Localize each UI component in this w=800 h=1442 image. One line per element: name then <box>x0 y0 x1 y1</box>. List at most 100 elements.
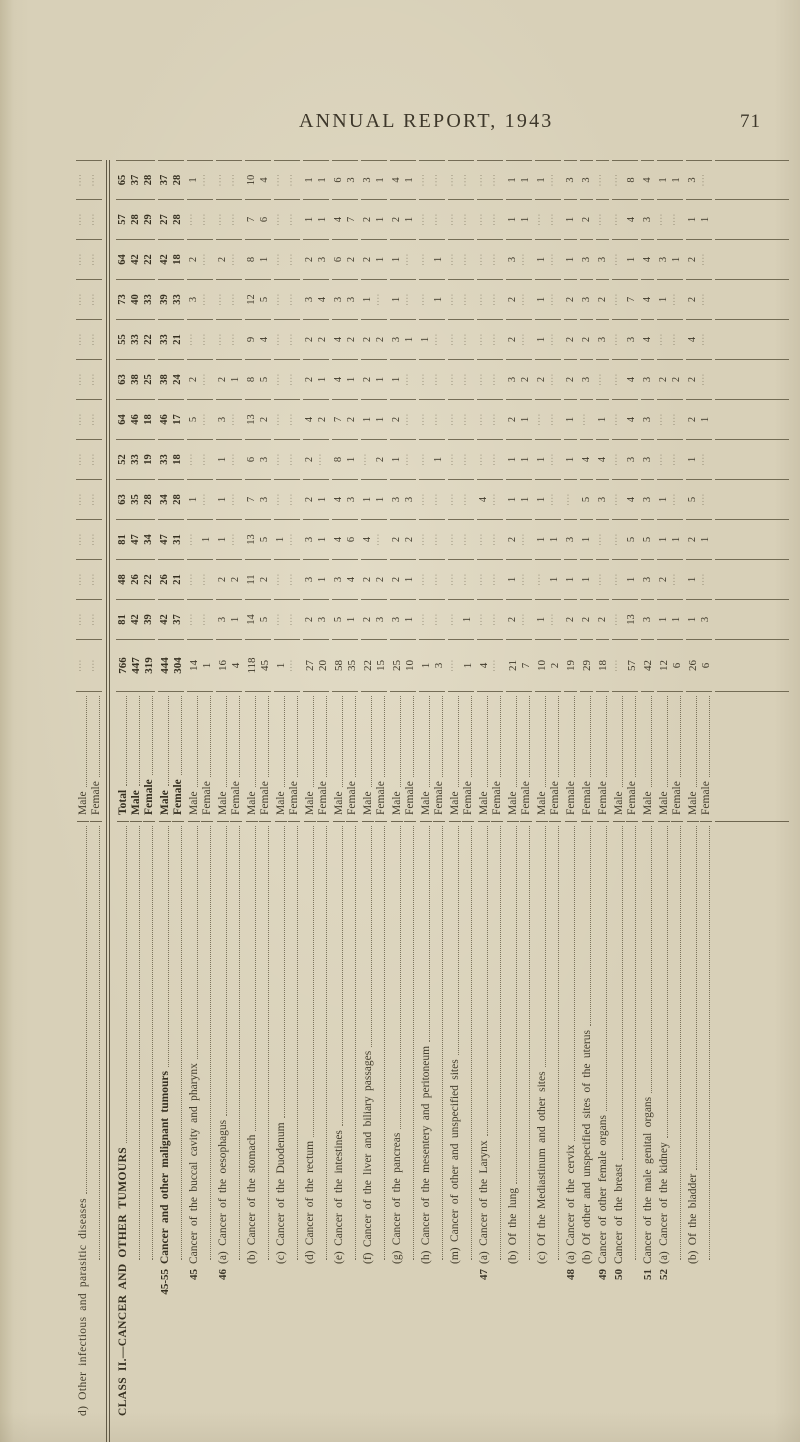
disease-name: (c) Cancer of the Duodenum <box>275 1122 287 1264</box>
disease-name-cell: (e) Cancer of the intestines <box>333 822 345 1442</box>
data-cell: 29 <box>580 640 593 692</box>
data-cell: 1 <box>316 160 329 200</box>
data-cell <box>490 320 503 360</box>
data-cell: 2 <box>580 320 593 360</box>
data-cell <box>670 400 683 440</box>
data-cell: 3 <box>596 320 609 360</box>
data-cell: 46 <box>129 400 142 440</box>
data-cell: 1 <box>699 520 712 560</box>
table-row: Female 35 1 4 6 3 1 2 1 2 3 2 7 3 <box>345 142 358 1442</box>
table-entry: (b) Cancer of the stomach Male 118 14 11 13 7 6… <box>245 142 271 1442</box>
data-cell: 1 <box>506 160 519 200</box>
disease-name-cell <box>210 822 213 1442</box>
data-cell: 1 <box>229 360 242 400</box>
data-cell <box>670 320 683 360</box>
data-cell: 1 <box>564 240 577 280</box>
data-cell: 2 <box>657 360 670 400</box>
dotted-leader <box>197 826 198 1060</box>
sex-label: Female <box>288 781 300 815</box>
page-title: ANNUAL REPORT, 1943 <box>299 110 554 132</box>
sex-label-cell: Female <box>259 692 271 822</box>
dotted-leader <box>429 826 430 1042</box>
data-cell: 8 <box>332 440 345 480</box>
disease-name: (m) Cancer of other and unspecified site… <box>449 1059 461 1264</box>
dotted-leader <box>622 826 623 1161</box>
data-cell: 3 <box>316 240 329 280</box>
data-cell: 1 <box>548 560 561 600</box>
dotted-leader <box>197 696 198 788</box>
data-cell: 1 <box>374 240 387 280</box>
data-cell: 1 <box>461 600 474 640</box>
data-cell <box>612 440 625 480</box>
dotted-leader <box>86 696 87 788</box>
data-cell: 35 <box>129 480 142 520</box>
sex-label-cell: Male <box>642 692 654 822</box>
data-cell: 22 <box>361 640 374 692</box>
dotted-leader <box>606 696 607 778</box>
sex-label: Total <box>117 789 129 815</box>
data-cell <box>548 240 561 280</box>
dotted-leader <box>284 826 285 1119</box>
sex-label-cell: Total <box>117 692 129 822</box>
disease-name-cell <box>442 822 445 1442</box>
data-cell: 13 <box>245 400 258 440</box>
data-cell: 28 <box>129 200 142 240</box>
data-cell <box>548 400 561 440</box>
data-cell <box>432 520 445 560</box>
dotted-leader <box>342 696 343 788</box>
data-cell: 18 <box>171 440 184 480</box>
sex-label-cell: Male <box>613 692 625 822</box>
dotted-leader <box>371 696 372 788</box>
data-cell <box>432 600 445 640</box>
sex-label: Female <box>581 781 593 815</box>
data-cell <box>287 520 300 560</box>
data-cell: 3 <box>303 560 316 600</box>
data-cell <box>287 360 300 400</box>
dotted-leader <box>152 826 153 1260</box>
dotted-leader <box>384 696 385 778</box>
table-row: Female 319 39 22 34 28 19 18 25 22 33 22 29 28 <box>142 142 155 1442</box>
filler-cell <box>715 200 789 240</box>
dotted-leader <box>239 696 240 778</box>
data-cell: 3 <box>374 600 387 640</box>
sex-label: Male <box>188 791 200 815</box>
data-cell: 4 <box>332 520 345 560</box>
data-cell: 2 <box>361 200 374 240</box>
data-cell: 5 <box>625 520 638 560</box>
dotted-leader <box>487 696 488 788</box>
data-cell <box>200 360 213 400</box>
data-cell: 2 <box>670 360 683 400</box>
sex-label-cell: Female <box>346 692 358 822</box>
data-cell: 3 <box>390 320 403 360</box>
data-cell <box>670 480 683 520</box>
data-cell <box>374 520 387 560</box>
data-cell: 2 <box>216 360 229 400</box>
data-cell <box>612 240 625 280</box>
sex-label-cell: Female <box>549 692 561 822</box>
data-cell: 3 <box>580 160 593 200</box>
data-cell: 12 <box>245 280 258 320</box>
data-cell <box>89 560 102 600</box>
data-cell <box>612 320 625 360</box>
data-cell: 73 <box>116 280 129 320</box>
data-cell: 447 <box>129 640 142 692</box>
dotted-leader <box>667 696 668 788</box>
data-cell <box>461 320 474 360</box>
data-cell: 33 <box>158 320 171 360</box>
data-cell: 40 <box>129 280 142 320</box>
dotted-leader <box>326 826 327 1260</box>
data-cell: 57 <box>116 200 129 240</box>
sex-label: Female <box>433 781 445 815</box>
data-cell: 444 <box>158 640 171 692</box>
data-cell: 2 <box>580 200 593 240</box>
data-cell <box>612 360 625 400</box>
sex-label: Female <box>597 781 609 815</box>
dotted-leader <box>590 826 591 1027</box>
data-cell: 5 <box>258 520 271 560</box>
data-cell: 3 <box>216 600 229 640</box>
sex-label-cell: Male <box>159 692 171 822</box>
disease-name-cell: 47 (a) Cancer of the Larynx <box>478 822 490 1442</box>
data-cell <box>287 160 300 200</box>
dotted-leader <box>400 696 401 788</box>
